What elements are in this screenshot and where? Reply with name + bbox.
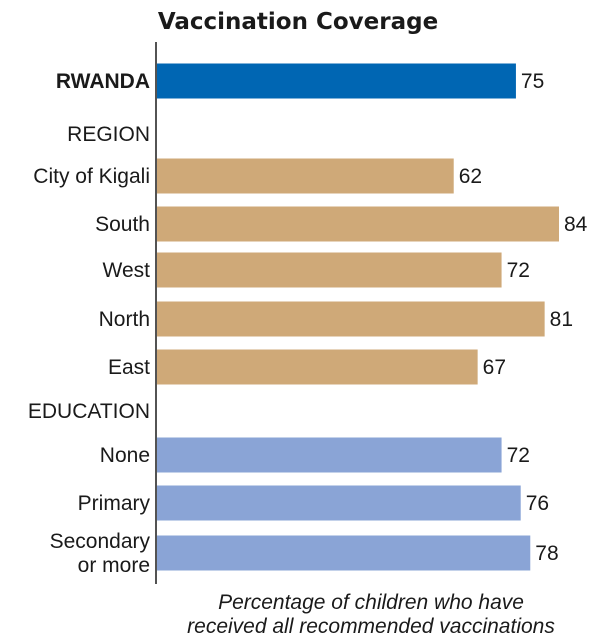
bar-city-of-kigali — [157, 158, 454, 194]
bar-none — [157, 437, 502, 473]
group-header-region: REGION — [67, 123, 150, 146]
category-label-rwanda: RWANDA — [56, 70, 150, 93]
category-label-east: East — [108, 356, 150, 379]
value-label-primary: 76 — [526, 492, 549, 515]
x-axis-caption-line-1: Percentage of children who have — [218, 591, 524, 614]
bar-south — [157, 206, 559, 242]
category-label-secondary-or-more: or more — [78, 554, 150, 577]
category-label-city-of-kigali: City of Kigali — [33, 165, 150, 188]
category-label-north: North — [99, 308, 150, 331]
bar-rwanda — [157, 63, 516, 99]
value-label-city-of-kigali: 62 — [459, 165, 482, 188]
chart-rows: RWANDA 75 REGION City of Kigali 62 South 84 Wes… — [28, 63, 588, 577]
category-label-west: West — [103, 259, 151, 282]
category-label-secondary-or-more: Secondary — [50, 530, 151, 553]
bar-north — [157, 301, 545, 337]
x-axis-caption-line-2: received all recommended vaccinations — [187, 615, 555, 638]
value-label-rwanda: 75 — [521, 70, 544, 93]
value-label-west: 72 — [507, 259, 530, 282]
value-label-east: 67 — [483, 356, 506, 379]
category-label-south: South — [95, 213, 150, 236]
value-label-secondary-or-more: 78 — [535, 542, 558, 565]
bar-secondary-or-more — [157, 535, 531, 571]
group-header-education: EDUCATION — [28, 400, 150, 423]
bar-primary — [157, 485, 521, 521]
bar-east — [157, 349, 478, 385]
category-label-none: None — [100, 444, 150, 467]
category-label-primary: Primary — [78, 492, 151, 515]
value-label-south: 84 — [564, 213, 588, 236]
value-label-north: 81 — [550, 308, 573, 331]
value-label-none: 72 — [507, 444, 530, 467]
chart-title: Vaccination Coverage — [158, 9, 438, 35]
bar-west — [157, 252, 502, 288]
